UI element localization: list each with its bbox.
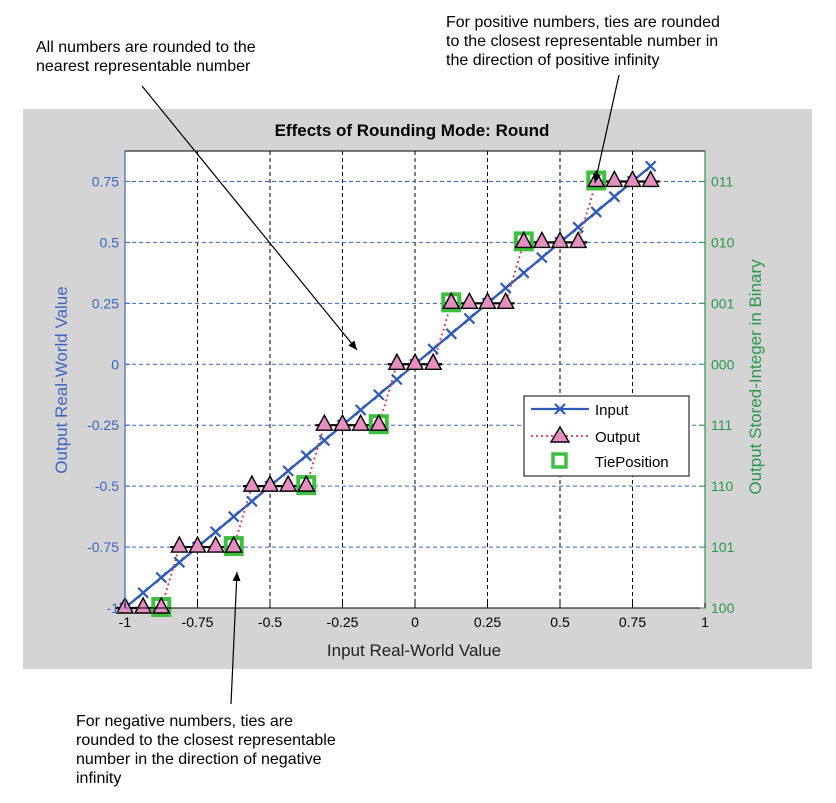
annotation-negative-ties: For negative numbers, ties are rounded t… bbox=[76, 713, 336, 787]
annotation-positive-ties: For positive numbers, ties are rounded t… bbox=[446, 14, 720, 69]
annotation-all-numbers: All numbers are rounded to the nearest r… bbox=[36, 39, 256, 75]
figure-background bbox=[23, 109, 812, 669]
